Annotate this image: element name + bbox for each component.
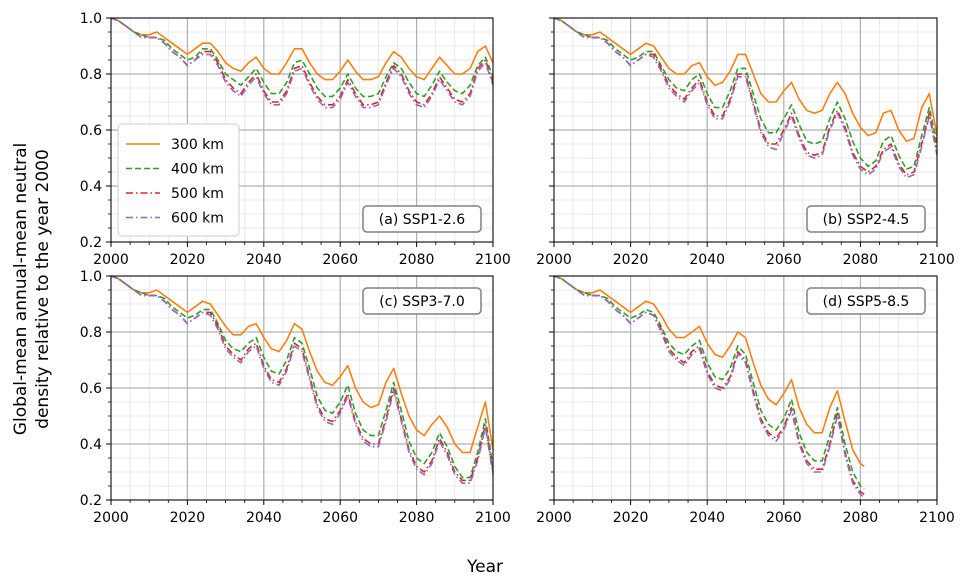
chart-panel-3: 2000 2020 2040 2060 2080 2100 0.2 0.4 0.6 0.8 1.0 (…	[80, 269, 511, 526]
x-tick-label: 2040	[246, 510, 282, 526]
y-axis-label-line1: Global-mean annual-mean neutral	[11, 143, 31, 435]
panel-label-box	[806, 205, 926, 233]
panel-label-box	[362, 205, 482, 233]
series-line-600-km	[553, 17, 938, 179]
x-tick-label: 2000	[93, 252, 129, 268]
series-line-400-km	[110, 17, 494, 98]
x-tick-label: 2000	[536, 510, 572, 526]
series-line-300-km	[553, 275, 865, 468]
series-line-400-km	[110, 275, 494, 479]
x-tick-label: 2060	[766, 510, 802, 526]
x-tick-label: 2060	[322, 510, 358, 526]
x-tick-label: 2100	[475, 252, 511, 268]
x-tick-label: 2040	[689, 510, 725, 526]
y-tick-label: 0.6	[80, 123, 102, 139]
legend-box	[117, 123, 240, 237]
series-line-400-km	[553, 275, 865, 490]
x-tick-label: 2100	[475, 510, 511, 526]
x-tick-label: 2060	[322, 252, 358, 268]
x-tick-label: 2080	[399, 510, 435, 526]
series-line-400-km	[553, 17, 938, 170]
y-tick-label: 0.8	[80, 67, 102, 83]
series-line-300-km	[553, 17, 938, 142]
panel-label: (d) SSP5-8.5	[823, 294, 910, 310]
panel-label-box	[362, 287, 482, 315]
legend-entry: 400 km	[171, 162, 224, 178]
chart-panel-1: 2000 2020 2040 2060 2080 2100 0.2 0.4 0.6 0.8 1.0 (…	[80, 11, 511, 268]
y-tick-label: 0.8	[80, 325, 102, 341]
x-tick-label: 2060	[766, 252, 802, 268]
y-tick-label: 0.4	[80, 179, 102, 195]
x-tick-label: 2100	[919, 510, 955, 526]
y-tick-label: 0.6	[80, 381, 102, 397]
panel-label: (b) SSP2-4.5	[823, 212, 910, 228]
x-tick-label: 2040	[689, 252, 725, 268]
x-tick-label: 2020	[613, 510, 649, 526]
x-tick-label: 2100	[919, 252, 955, 268]
x-tick-label: 2000	[536, 252, 572, 268]
y-tick-label: 1.0	[80, 11, 102, 27]
y-axis-label-line2: density relative to the year 2000	[33, 149, 53, 429]
panel-label: (a) SSP1-2.6	[379, 212, 465, 228]
x-tick-label: 2080	[399, 252, 435, 268]
series-line-600-km	[110, 17, 494, 109]
x-tick-label: 2000	[93, 510, 129, 526]
x-axis-label: Year	[466, 557, 503, 577]
panel-label-box	[806, 287, 926, 315]
legend-entry: 500 km	[171, 186, 224, 202]
legend-entry: 600 km	[171, 211, 224, 227]
x-tick-label: 2080	[843, 510, 879, 526]
x-tick-label: 2020	[613, 252, 649, 268]
y-tick-label: 0.4	[80, 437, 102, 453]
series-line-300-km	[110, 17, 494, 81]
panel-label: (c) SSP3-7.0	[379, 294, 465, 310]
x-tick-label: 2080	[843, 252, 879, 268]
series-line-600-km	[110, 275, 494, 485]
series-line-300-km	[110, 275, 494, 454]
y-tick-label: 0.2	[80, 493, 102, 509]
x-tick-label: 2020	[170, 510, 206, 526]
chart-panel-2: 2000 2020 2040 2060 2080 2100 (b) SSP2-4.5	[536, 17, 955, 268]
legend-entry: 300 km	[171, 137, 224, 153]
chart-panel-4: 2000 2020 2040 2060 2080 2100 (d) SSP5-8.5	[536, 275, 955, 526]
y-tick-label: 1.0	[80, 269, 102, 285]
y-tick-label: 0.2	[80, 235, 102, 251]
x-tick-label: 2040	[246, 252, 282, 268]
series-line-600-km	[553, 275, 865, 498]
x-tick-label: 2020	[170, 252, 206, 268]
